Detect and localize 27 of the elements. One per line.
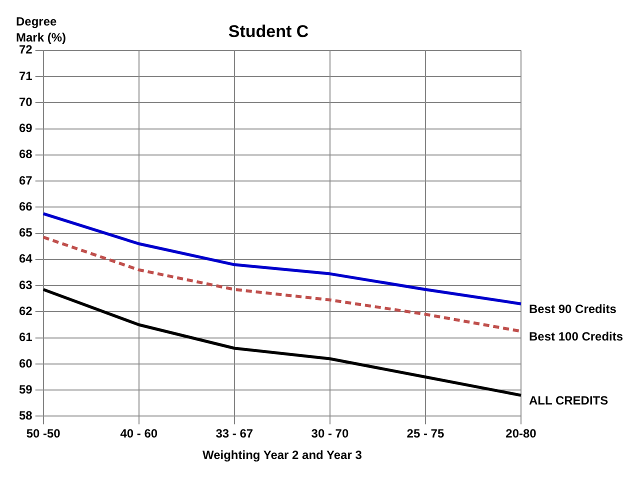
x-tick-label: 40 - 60 [120, 426, 158, 441]
y-tick-label: 62 [18, 304, 33, 318]
x-tick-label: 20-80 [506, 426, 537, 441]
series-label: ALL CREDITS [529, 394, 608, 408]
chart-title: Student C [228, 22, 309, 41]
y-tick-label: 64 [18, 252, 33, 266]
x-tick-label: 30 - 70 [311, 426, 349, 441]
y-tick-label: 61 [18, 330, 33, 344]
y-tick-label: 60 [18, 356, 33, 370]
y-tick-label: 71 [18, 68, 33, 83]
series-label: Best 100 Credits [529, 330, 624, 344]
y-tick-label: 69 [18, 121, 33, 136]
x-tick-label: 25 - 75 [406, 426, 444, 441]
series-label: Best 90 Credits [529, 302, 617, 316]
y-tick-label: 70 [18, 94, 33, 109]
y-tick-label: 59 [18, 382, 33, 396]
x-tick-label: 33 - 67 [216, 426, 254, 441]
y-tick-label: 72 [18, 42, 33, 57]
y-tick-label: 67 [18, 173, 33, 188]
y-tick-label: 68 [18, 147, 33, 162]
x-axis-title: Weighting Year 2 and Year 3 [202, 448, 362, 462]
y-tick-label: 58 [18, 408, 33, 423]
y-tick-label: 65 [18, 226, 33, 240]
y-tick-label: 63 [18, 278, 33, 292]
y-axis-title: Degree Mark (%) [16, 14, 66, 44]
y-tick-label: 66 [18, 199, 33, 214]
x-tick-label: 50 -50 [26, 426, 61, 441]
